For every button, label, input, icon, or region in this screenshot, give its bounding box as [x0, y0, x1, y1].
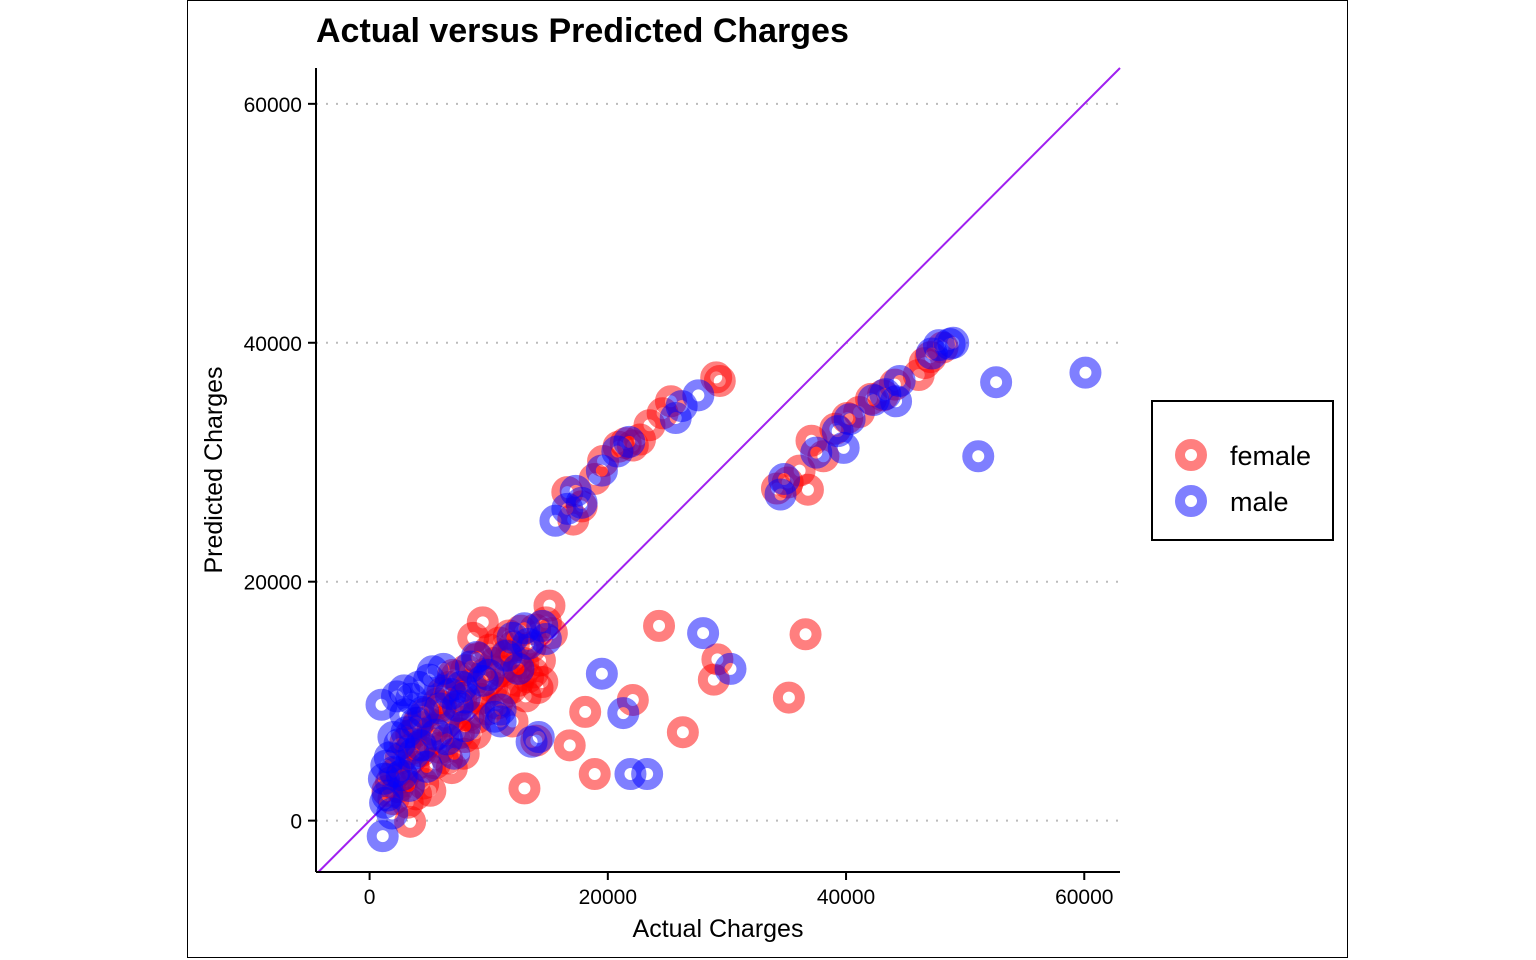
point-male-62: [585, 454, 618, 487]
point-male-72: [827, 431, 860, 464]
point-female-40: [466, 606, 499, 639]
point-male-55: [631, 758, 664, 791]
x-tick-label-3: 60000: [1055, 886, 1113, 909]
point-female-86: [772, 681, 805, 714]
point-male-73: [833, 403, 866, 436]
point-male-83: [980, 366, 1013, 399]
point-male-40: [502, 652, 535, 685]
point-male-6: [376, 797, 409, 830]
y-tick-label-2: 40000: [244, 333, 302, 356]
point-female-83: [666, 716, 699, 749]
point-male-54: [614, 758, 647, 791]
point-male-69: [768, 462, 801, 495]
gridlines: [316, 102, 1120, 822]
point-male-68: [764, 478, 797, 511]
point-male-44: [522, 721, 555, 754]
point-male-64: [613, 425, 646, 458]
point-male-56: [687, 617, 720, 650]
point-female-79: [569, 695, 602, 728]
point-male-53: [607, 697, 640, 730]
series-male: [365, 326, 1102, 853]
point-male-47: [365, 688, 398, 721]
point-female-105: [791, 473, 824, 506]
point-male-37: [484, 693, 517, 726]
legend-key-female: [1175, 439, 1207, 471]
point-male-48: [377, 721, 410, 754]
point-female-87: [789, 618, 822, 651]
point-male-49: [389, 698, 422, 731]
x-tick-label-1: 20000: [579, 886, 637, 909]
axes: 0 20000 40000 60000 0 20000 40000 60000: [244, 68, 1120, 909]
point-female-76: [508, 772, 541, 805]
point-male-31: [448, 710, 481, 743]
legend: female male: [1151, 400, 1334, 541]
y-tick-label-1: 20000: [244, 572, 302, 595]
point-male-82: [962, 440, 995, 473]
point-male-52: [585, 657, 618, 690]
point-male-20: [410, 750, 443, 783]
point-male-61: [565, 486, 598, 519]
data-points: [365, 326, 1102, 853]
point-female-80: [578, 758, 611, 791]
point-male-50: [448, 681, 481, 714]
legend-label-female: female: [1230, 441, 1311, 471]
point-male-70: [800, 436, 833, 469]
point-male-67: [682, 379, 715, 412]
point-female-82: [643, 609, 676, 642]
y-axis-title: Predicted Charges: [200, 366, 228, 573]
point-male-77: [883, 364, 916, 397]
legend-label-male: male: [1230, 487, 1289, 517]
x-tick-label-2: 40000: [817, 886, 875, 909]
point-female-78: [553, 729, 586, 762]
y-tick-label-3: 60000: [244, 94, 302, 117]
point-male-28: [438, 737, 471, 770]
point-female-101: [703, 364, 736, 397]
x-tick-label-0: 0: [364, 886, 376, 909]
point-male-57: [714, 652, 747, 685]
point-female-65: [526, 666, 559, 699]
legend-key-male: [1175, 485, 1207, 517]
point-male-84: [1069, 356, 1102, 389]
point-male-35: [472, 658, 505, 691]
x-axis-title: Actual Charges: [633, 915, 804, 943]
y-tick-label-0: 0: [290, 811, 302, 834]
legend-box: [1151, 400, 1334, 541]
point-male-51: [484, 705, 517, 738]
chart-title: Actual versus Predicted Charges: [316, 12, 849, 50]
point-male-13: [392, 769, 425, 802]
point-male-46: [529, 623, 562, 656]
point-male-81: [937, 326, 970, 359]
